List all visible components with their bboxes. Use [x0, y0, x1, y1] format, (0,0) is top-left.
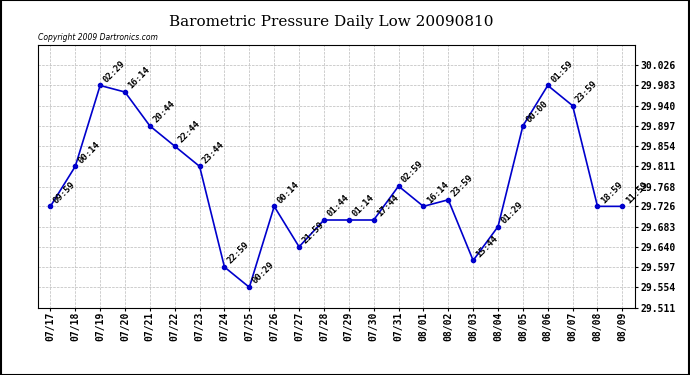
Text: Copyright 2009 Dartronics.com: Copyright 2009 Dartronics.com	[38, 33, 158, 42]
Text: 00:00: 00:00	[524, 99, 550, 124]
Text: 09:59: 09:59	[52, 180, 77, 205]
Text: 23:44: 23:44	[201, 140, 226, 165]
Text: 01:29: 01:29	[500, 200, 525, 225]
Text: 11:59: 11:59	[624, 180, 649, 205]
Text: 15:44: 15:44	[475, 234, 500, 259]
Text: 22:44: 22:44	[176, 119, 201, 145]
Text: 01:59: 01:59	[549, 59, 575, 84]
Text: 18:59: 18:59	[599, 180, 624, 205]
Text: 00:14: 00:14	[77, 140, 102, 165]
Text: 01:44: 01:44	[325, 193, 351, 219]
Text: 22:59: 22:59	[226, 240, 251, 266]
Text: 21:59: 21:59	[300, 220, 326, 245]
Text: 01:14: 01:14	[351, 193, 375, 219]
Text: 16:14: 16:14	[425, 180, 450, 205]
Text: 20:44: 20:44	[151, 99, 177, 124]
Text: Barometric Pressure Daily Low 20090810: Barometric Pressure Daily Low 20090810	[169, 15, 493, 29]
Text: 23:59: 23:59	[574, 79, 600, 104]
Text: 02:29: 02:29	[101, 59, 127, 84]
Text: 23:59: 23:59	[450, 173, 475, 198]
Text: 02:59: 02:59	[400, 159, 425, 185]
Text: 16:14: 16:14	[126, 65, 152, 91]
Text: 00:14: 00:14	[275, 180, 301, 205]
Text: 00:29: 00:29	[250, 261, 276, 286]
Text: 17:44: 17:44	[375, 193, 400, 219]
